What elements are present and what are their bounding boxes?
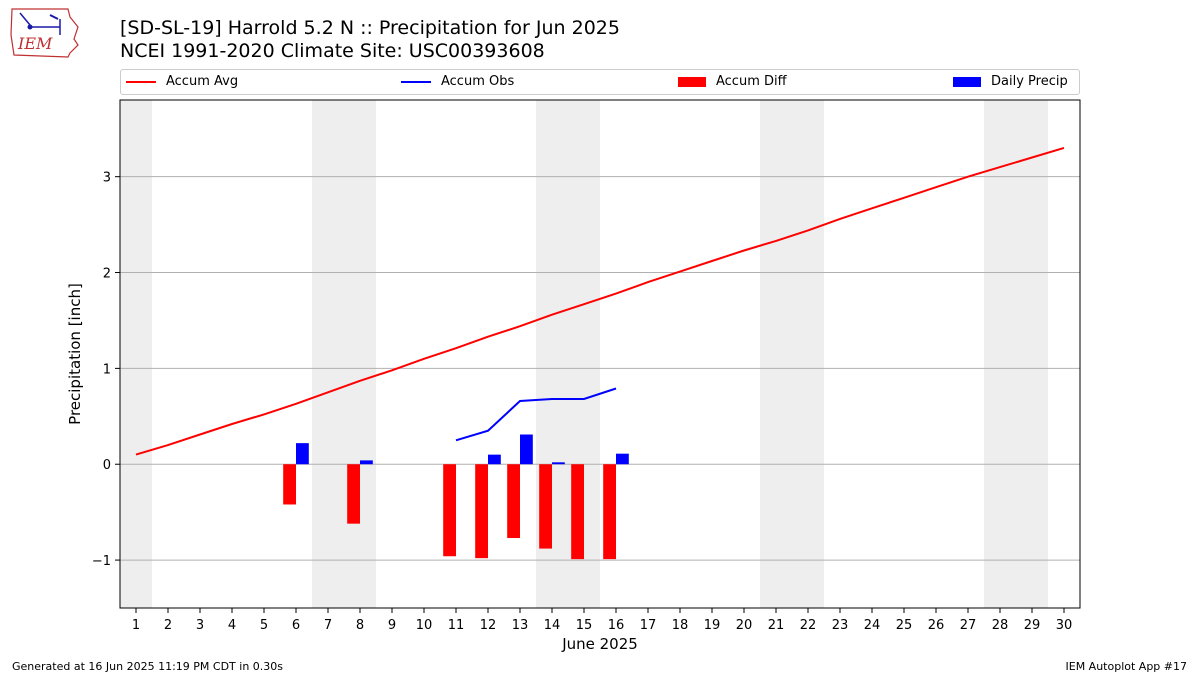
x-tick-label: 4 [228,618,236,633]
x-tick-label: 25 [896,618,913,633]
x-tick-label: 11 [448,618,465,633]
accum-diff-bar [443,464,456,557]
x-tick-label: 15 [576,618,593,633]
legend-swatch-accum-diff [678,76,706,87]
weekend-band [120,100,152,608]
x-tick-label: 18 [672,618,689,633]
x-tick-label: 2 [164,618,172,633]
legend-item-accum-obs: Accum Obs [401,74,514,89]
accum-diff-bar [283,464,296,505]
y-tick-label: 0 [103,458,111,473]
chart-subtitle: NCEI 1991-2020 Climate Site: USC00393608 [120,40,545,62]
x-tick-label: 10 [416,618,433,633]
x-tick-label: 20 [736,618,753,633]
x-tick-label: 22 [800,618,817,633]
weekend-band [984,100,1048,608]
x-tick-label: 24 [864,618,881,633]
weekend-band [312,100,376,608]
x-axis-label: June 2025 [561,635,638,653]
legend-label-accum-avg: Accum Avg [166,74,239,89]
daily-precip-bar [488,454,501,465]
chart-title: [SD-SL-19] Harrold 5.2 N :: Precipitatio… [120,17,620,39]
accum-diff-bar [347,464,360,524]
daily-precip-bar [552,462,565,465]
legend-label-accum-obs: Accum Obs [441,74,515,89]
y-tick-label: 3 [103,171,111,186]
x-tick-label: 3 [196,618,204,633]
x-tick-label: 19 [704,618,721,633]
x-tick-label: 14 [544,618,561,633]
x-tick-label: 23 [832,618,849,633]
accum-avg-line [135,146,1065,456]
legend-swatch-daily-precip [953,76,981,87]
x-tick-label: 16 [608,618,625,633]
x-tick-label: 29 [1024,618,1041,633]
legend-swatch-accum-avg [126,80,156,83]
legend-item-daily-precip: Daily Precip [953,74,1068,89]
x-tick-label: 21 [768,618,785,633]
y-axis-label: Precipitation [inch] [66,283,84,425]
accum-diff-bar [475,464,488,559]
daily-precip-bar [360,460,373,465]
y-tick-label: 1 [103,362,111,377]
x-tick-label: 7 [324,618,332,633]
accum-diff-bar [603,464,616,560]
accum-diff-bar [507,464,520,539]
x-tick-label: 9 [388,618,396,633]
accum-diff-bar [571,464,584,560]
daily-precip-bar [520,434,533,465]
weekend-band [760,100,824,608]
x-tick-label: 30 [1056,618,1073,633]
x-tick-label: 8 [356,618,364,633]
plot-frame [119,99,1081,609]
y-tick-label: 2 [103,267,111,282]
x-tick-label: 13 [512,618,529,633]
legend-label-daily-precip: Daily Precip [991,74,1068,89]
x-tick-label: 6 [292,618,300,633]
x-tick-label: 28 [992,618,1009,633]
legend-label-accum-diff: Accum Diff [716,74,787,89]
x-tick-label: 5 [260,618,268,633]
accum-diff-bar [539,464,552,549]
daily-precip-bar [296,443,309,465]
daily-precip-bar [616,453,629,465]
logo-text: IEM [17,34,53,53]
accum-obs-line [455,387,617,442]
footer-app: IEM Autoplot App #17 [1065,660,1188,673]
iem-logo: IEM [8,5,80,59]
y-tick-label: −1 [92,554,111,569]
x-tick-label: 17 [640,618,657,633]
footer-generated: Generated at 16 Jun 2025 11:19 PM CDT in… [12,660,284,673]
legend-item-accum-avg: Accum Avg [126,74,238,89]
x-tick-label: 1 [132,618,140,633]
legend: Accum Avg Accum Obs Accum Diff Daily Pre… [120,69,1080,95]
x-tick-label: 27 [960,618,977,633]
x-tick-label: 26 [928,618,945,633]
legend-swatch-accum-obs [401,80,431,83]
legend-item-accum-diff: Accum Diff [678,74,787,89]
iem-logo-graphic: IEM [10,8,79,58]
x-tick-label: 12 [480,618,497,633]
